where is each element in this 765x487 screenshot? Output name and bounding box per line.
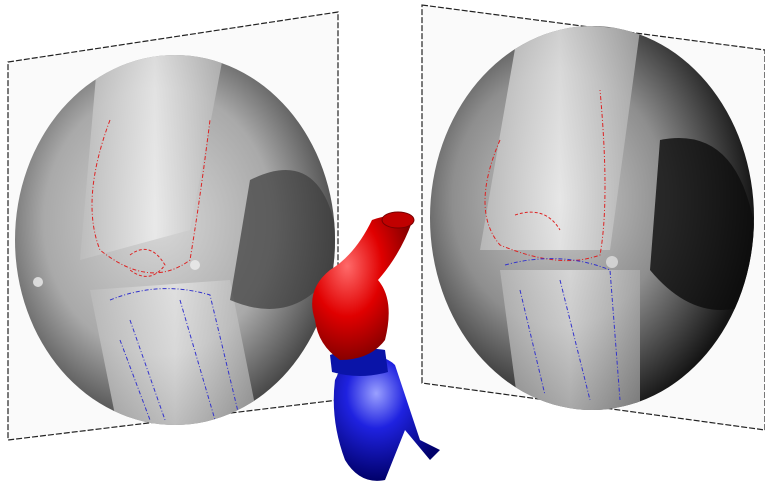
right-xray-plane	[422, 5, 765, 430]
knee-registration-figure	[0, 0, 765, 487]
left-xray-plane	[8, 12, 340, 440]
